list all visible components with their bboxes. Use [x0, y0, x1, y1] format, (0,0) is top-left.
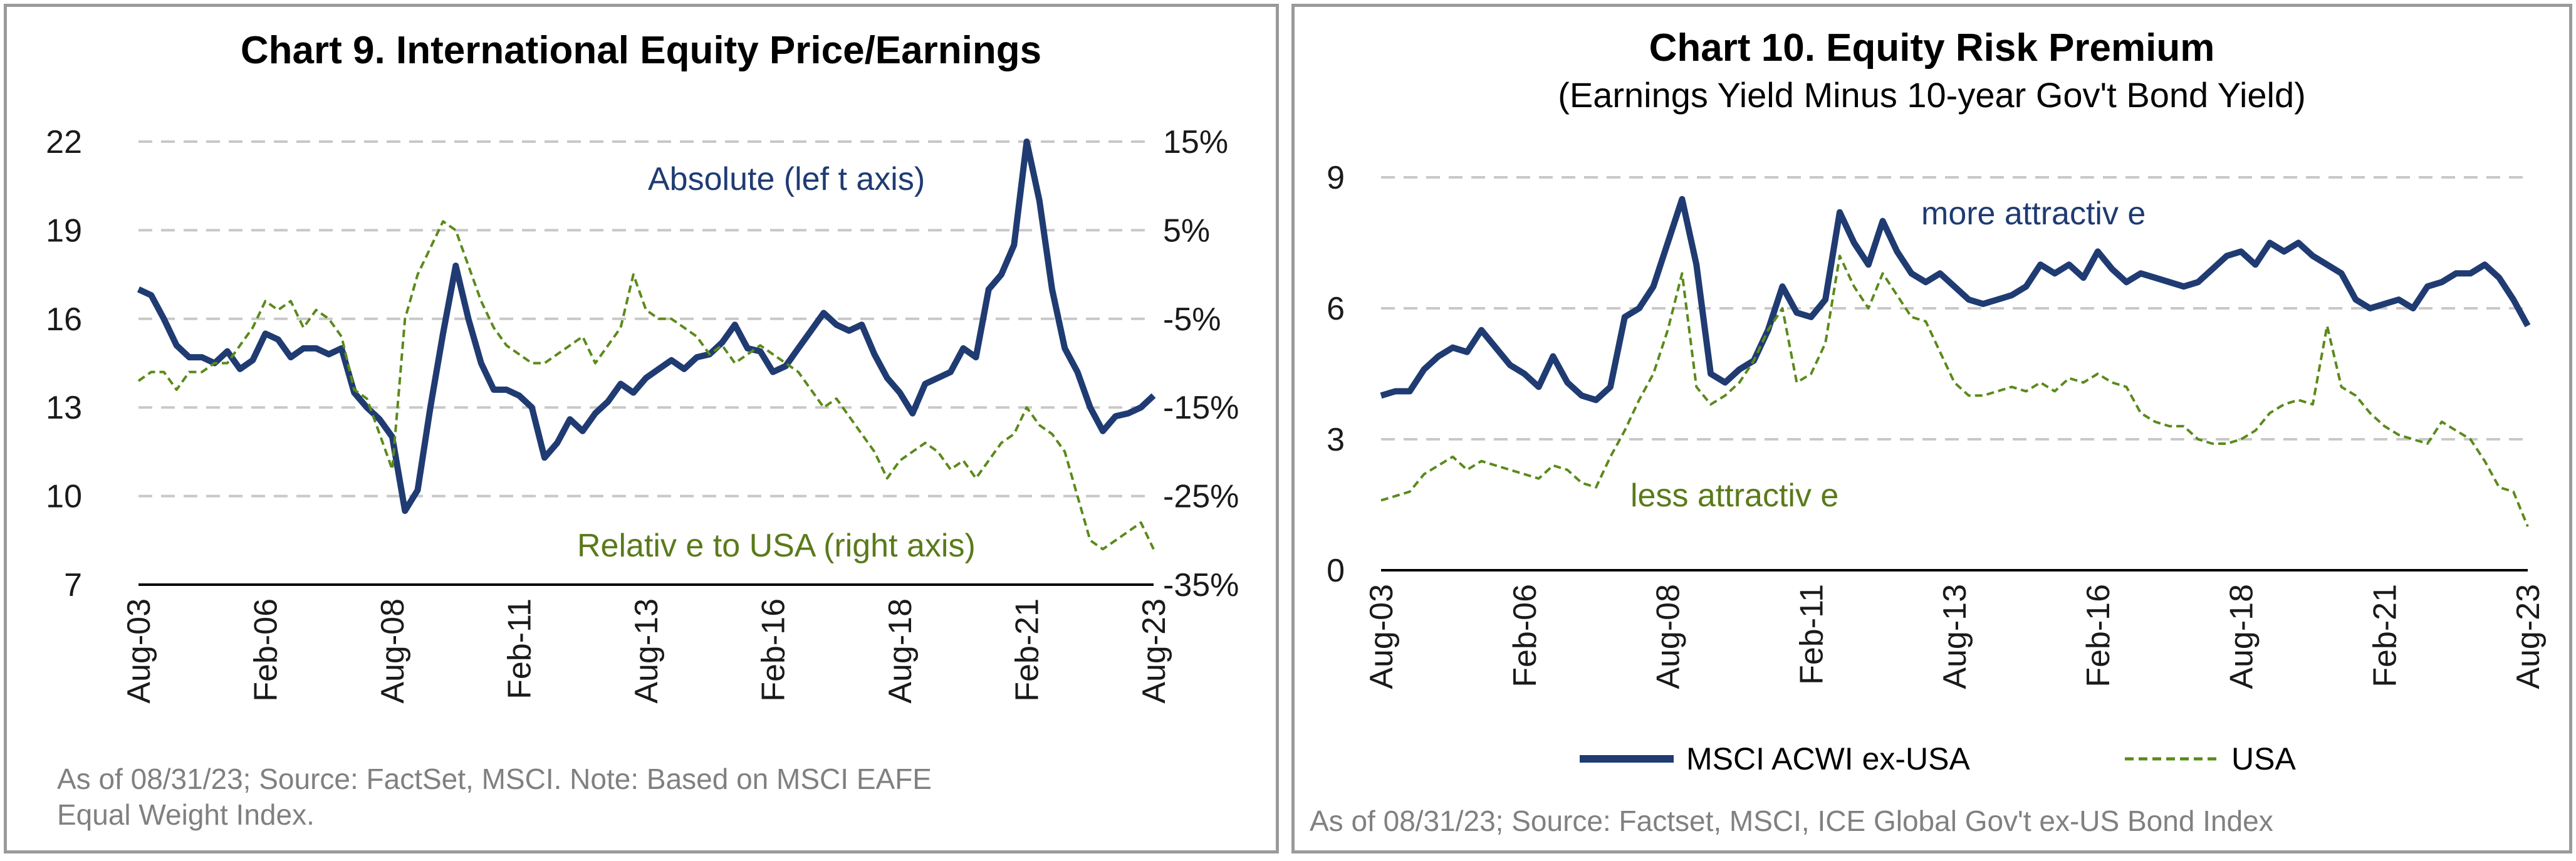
x-tick-label: Aug-18	[2224, 584, 2260, 689]
relative-annotation: Relativ e to USA (right axis)	[577, 528, 976, 564]
y-tick-label: 6	[1327, 291, 1345, 327]
y-tick-label: 13	[46, 390, 82, 426]
chart10-panel: Chart 10. Equity Risk Premium (Earnings …	[1291, 4, 2572, 853]
chart9-note-line-1: As of 08/31/23; Source: FactSet, MSCI. N…	[57, 763, 932, 795]
y-right-tick-label: -15%	[1163, 390, 1239, 426]
y-right-tick-label: -5%	[1163, 301, 1221, 338]
x-tick-label: Feb-16	[2080, 584, 2117, 687]
chart9-panel: Chart 9. International Equity Price/Earn…	[4, 4, 1279, 853]
chart10-note: As of 08/31/23; Source: Factset, MSCI, I…	[1310, 805, 2273, 837]
y-tick-label: 10	[46, 479, 82, 515]
series-line-usa	[1380, 254, 2529, 528]
chart9-svg: Chart 9. International Equity Price/Earn…	[46, 29, 1239, 831]
x-tick-label: Aug-08	[375, 598, 411, 704]
x-tick-label: Feb-11	[1793, 584, 1830, 685]
y-tick-label: 16	[46, 301, 82, 338]
absolute-annotation: Absolute (lef t axis)	[648, 161, 925, 197]
chart9-title: Chart 9. International Equity Price/Earn…	[241, 29, 1041, 72]
x-tick-label: Feb-06	[248, 598, 284, 702]
chart10-title: Chart 10. Equity Risk Premium	[1649, 26, 2215, 70]
y-tick-label: 22	[46, 124, 82, 160]
x-tick-label: Aug-03	[1364, 584, 1400, 689]
y-tick-label: 3	[1327, 422, 1345, 458]
y-tick-label: 7	[64, 567, 82, 603]
x-tick-label: Aug-23	[2510, 584, 2547, 689]
y-right-tick-label: -25%	[1163, 479, 1239, 515]
x-tick-label: Feb-16	[756, 598, 792, 702]
y-tick-label: 9	[1327, 160, 1345, 196]
y-right-tick-label: 5%	[1163, 212, 1210, 249]
y-right-tick-label: -35%	[1163, 567, 1239, 603]
y-tick-label: 19	[46, 212, 82, 249]
chart9-note-line-2: Equal Weight Index.	[57, 798, 315, 831]
y-right-tick-label: 15%	[1163, 124, 1228, 160]
x-tick-label: Aug-23	[1136, 598, 1172, 704]
y-tick-label: 0	[1327, 553, 1345, 589]
legend-label-usa: USA	[2231, 741, 2296, 776]
x-tick-label: Feb-21	[2367, 584, 2403, 687]
x-tick-label: Aug-03	[121, 598, 157, 704]
x-tick-label: Aug-13	[628, 598, 665, 704]
series-line-relativ-e-to-usa-right-axis-	[137, 220, 1155, 551]
x-tick-label: Feb-11	[502, 598, 538, 699]
legend-label-msci: MSCI ACWI ex-USA	[1686, 741, 1970, 776]
x-tick-label: Aug-08	[1650, 584, 1687, 689]
chart10-subtitle: (Earnings Yield Minus 10-year Gov't Bond…	[1558, 75, 2306, 115]
x-tick-label: Aug-18	[882, 598, 919, 704]
chart10-svg: Chart 10. Equity Risk Premium (Earnings …	[1310, 26, 2547, 837]
series-line-absolute-lef-t-axis-	[137, 138, 1156, 514]
less-attractive-annotation: less attractiv e	[1630, 477, 1838, 514]
x-tick-label: Feb-21	[1009, 598, 1046, 702]
more-attractive-annotation: more attractiv e	[1921, 196, 2146, 232]
x-tick-label: Aug-13	[1937, 584, 1973, 689]
series-line-msci-acwi-ex-usa	[1380, 196, 2531, 404]
x-tick-label: Feb-06	[1507, 584, 1543, 687]
chart10-legend: MSCI ACWI ex-USA USA	[1580, 741, 2296, 776]
